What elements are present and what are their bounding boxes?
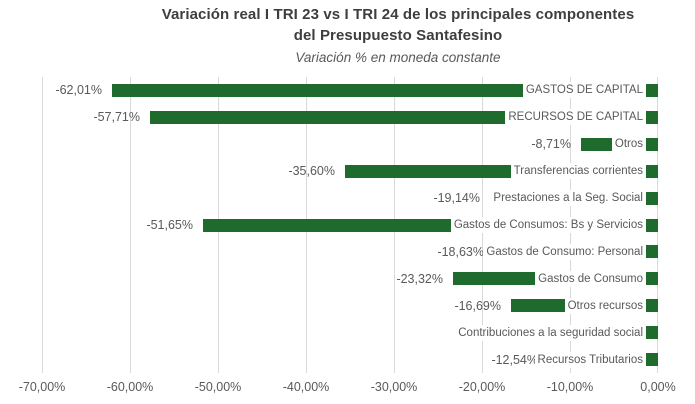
bar-category-label: Recursos Tributarios — [534, 352, 646, 368]
value-label: -16,69% — [454, 299, 501, 313]
x-axis-label: -40,00% — [282, 380, 330, 394]
chart-title-block: Variación real I TRI 23 vs I TRI 24 de l… — [100, 4, 695, 66]
bar-category-label: Gastos de Consumo: Personal — [483, 244, 646, 260]
chart-title: Variación real I TRI 23 vs I TRI 24 de l… — [100, 4, 695, 46]
value-label: -57,71% — [93, 110, 140, 124]
x-axis-label: -30,00% — [370, 380, 418, 394]
x-axis: -70,00% -60,00% -50,00% -40,00% -30,00% -20,0… — [19, 379, 676, 397]
value-label: -62,01% — [55, 83, 102, 97]
bar-category-label: Gastos de Consumo — [535, 271, 646, 287]
bar-category-label: Otros — [611, 136, 646, 152]
value-label: -35,60% — [288, 164, 335, 178]
x-axis-label: -50,00% — [194, 380, 242, 394]
value-label: -51,65% — [146, 218, 193, 232]
bar — [112, 84, 658, 97]
value-label: -8,71% — [531, 137, 571, 151]
bar-category-label: Otros recursos — [564, 298, 646, 314]
gridline — [42, 77, 43, 373]
gridline — [130, 77, 131, 373]
plot-area: -62,01% GASTOS DE CAPITAL -57,71% RECURSOS … — [42, 77, 658, 373]
value-label: -23,32% — [396, 272, 443, 286]
x-axis-label: 0,00% — [640, 380, 676, 394]
chart-title-line1: Variación real I TRI 23 vs I TRI 24 de l… — [161, 6, 635, 23]
value-label: -12,54% — [491, 353, 538, 367]
chart-title-line2: del Presupuesto Santafesino — [293, 27, 503, 44]
value-label: -19,14% — [433, 191, 480, 205]
x-axis-label: -10,00% — [546, 380, 594, 394]
bar-category-label: GASTOS DE CAPITAL — [522, 82, 646, 98]
chart-subtitle: Variación % en moneda constante — [295, 50, 501, 65]
value-label: -18,63% — [437, 245, 484, 259]
bar-category-label: Transferencias corrientes — [510, 163, 646, 179]
x-axis-label: -60,00% — [106, 380, 154, 394]
x-axis-label: -20,00% — [458, 380, 506, 394]
bar-category-label: RECURSOS DE CAPITAL — [505, 109, 646, 125]
x-axis-label: -70,00% — [18, 380, 66, 394]
bar-category-label: Prestaciones a la Seg. Social — [490, 190, 646, 206]
bar-category-label: Gastos de Consumos: Bs y Servicios — [450, 217, 646, 233]
bar-category-label: Contribuciones a la seguridad social — [455, 325, 646, 341]
